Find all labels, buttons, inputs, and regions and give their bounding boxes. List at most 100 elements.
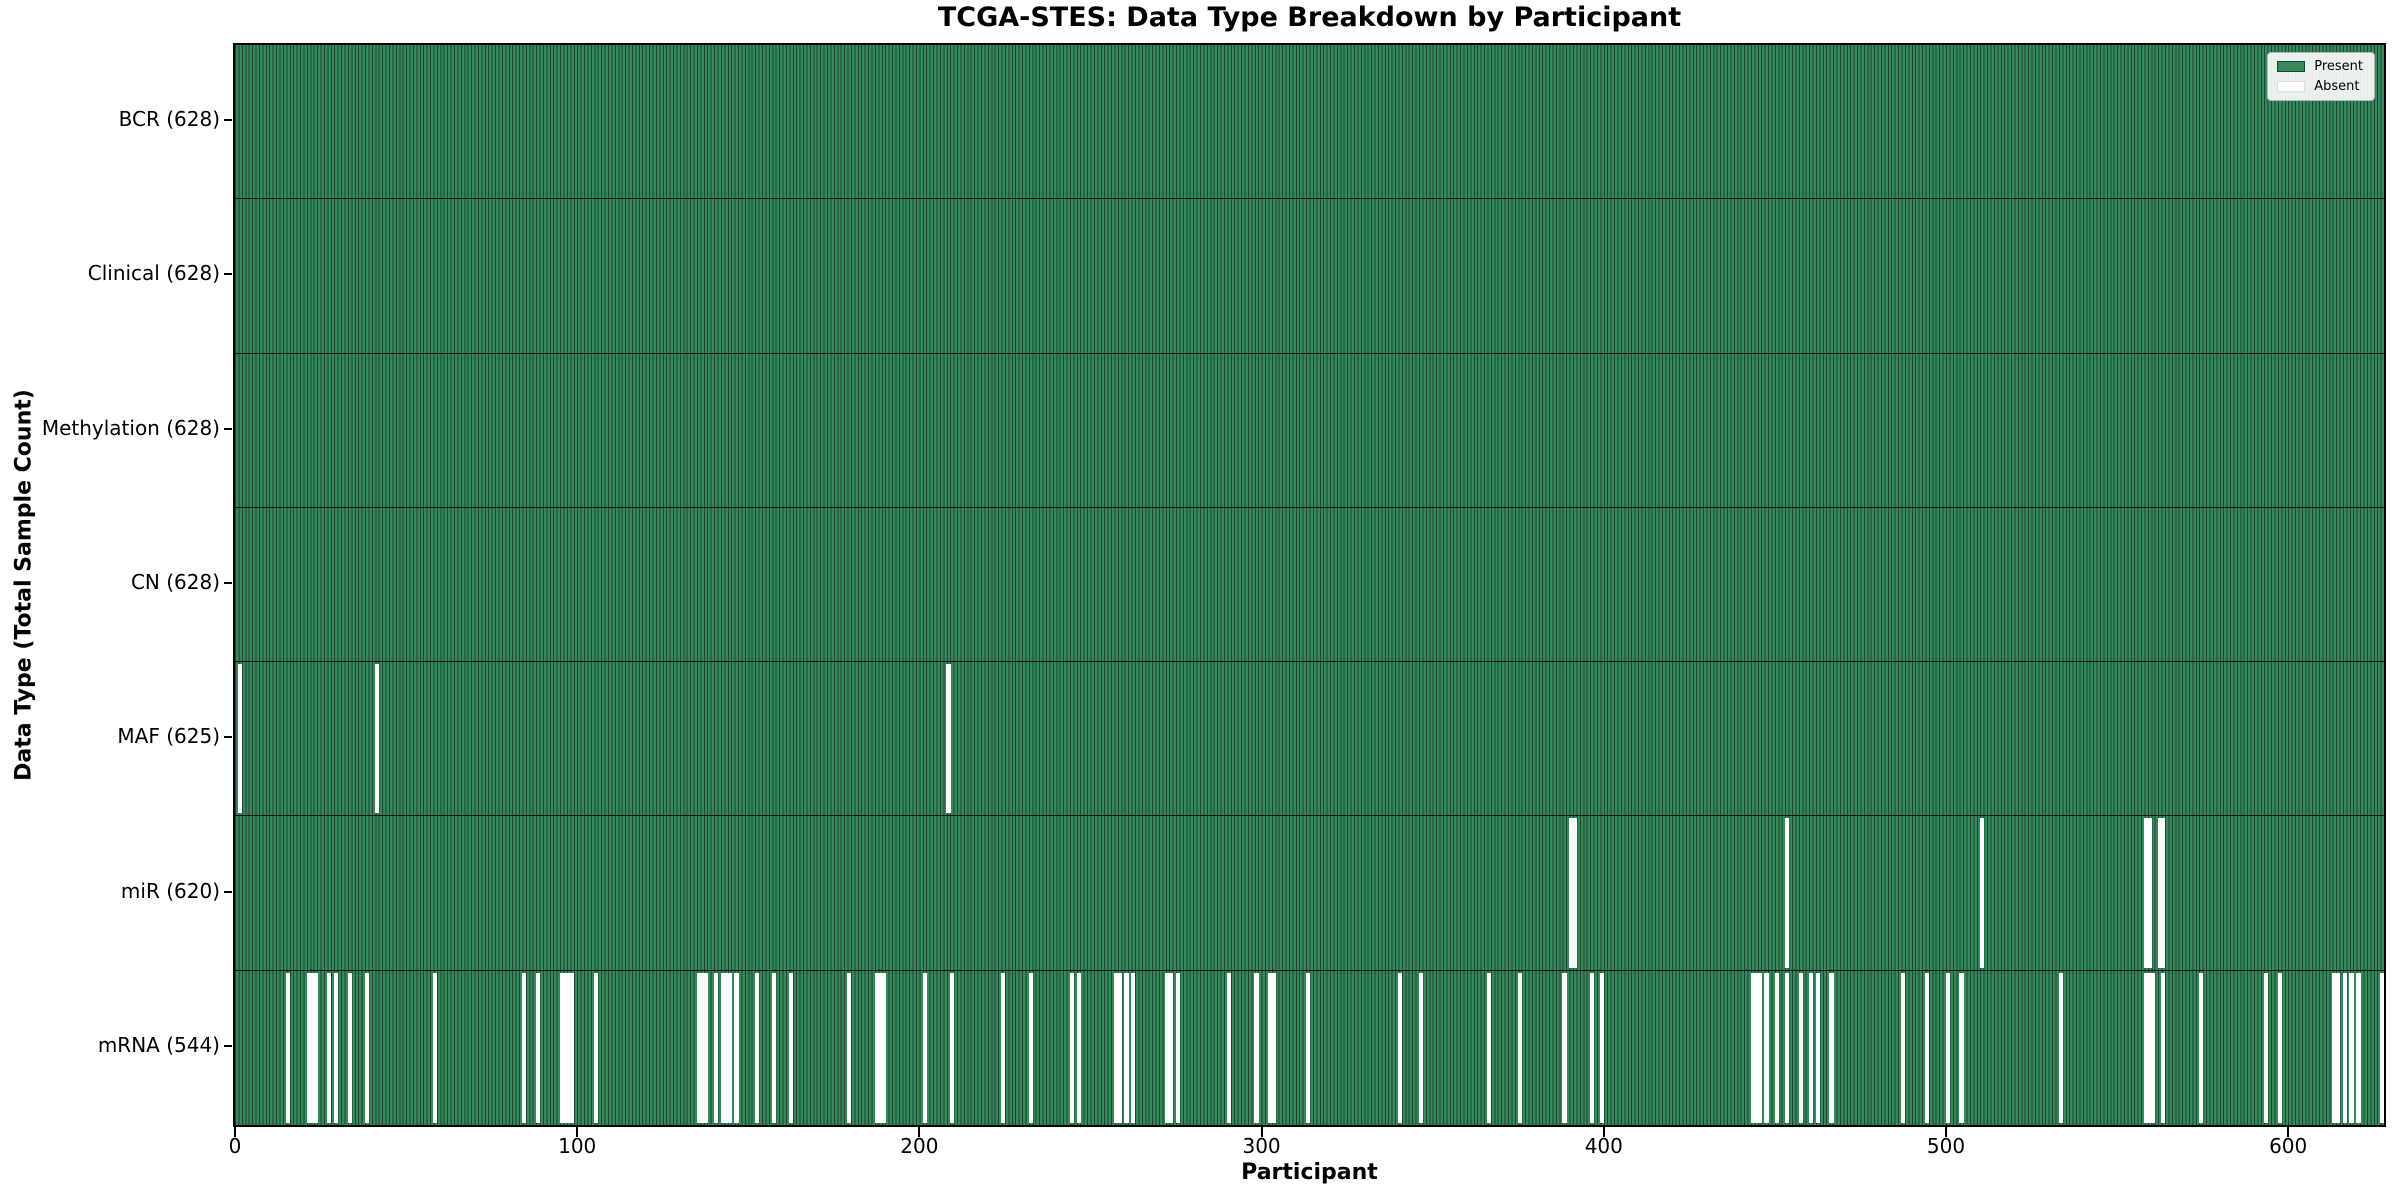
absent-gap — [1774, 972, 1779, 1123]
y-tick-mark — [224, 890, 232, 893]
absent-gap — [2144, 972, 2149, 1123]
row-mrna — [235, 970, 2385, 1125]
plot-area: Present Absent — [233, 43, 2386, 1127]
row-cn — [235, 507, 2384, 663]
absent-gap — [1945, 972, 1950, 1123]
absent-gap — [1517, 972, 1523, 1123]
absent-gap — [1305, 972, 1310, 1123]
legend-item-present: Present — [2277, 60, 2363, 73]
absent-gap — [1028, 972, 1033, 1123]
absent-gap — [570, 972, 575, 1123]
x-tick-label: 0 — [228, 1134, 242, 1158]
absent-gap — [1750, 972, 1755, 1123]
absent-gap — [375, 664, 380, 814]
x-axis-label: Participant — [1241, 1160, 1378, 1185]
absent-gap — [703, 972, 708, 1123]
y-tick-label: miR (620) — [120, 878, 220, 903]
x-tick-mark — [1260, 1127, 1263, 1137]
x-tick-mark — [2287, 1127, 2290, 1137]
row-mir — [235, 816, 2384, 971]
heatmap-rows — [235, 45, 2385, 1125]
absent-gap — [1487, 972, 1492, 1123]
absent-gap — [2356, 972, 2361, 1123]
absent-gap — [734, 972, 739, 1123]
absent-gap — [1569, 818, 1574, 968]
y-tick-label: BCR (628) — [118, 107, 220, 132]
legend-present-label: Present — [2314, 59, 2363, 74]
absent-gap — [1562, 972, 1567, 1123]
legend-absent-swatch — [2277, 81, 2306, 92]
absent-gap — [1168, 972, 1174, 1123]
absent-gap — [2335, 972, 2340, 1123]
legend-absent-label: Absent — [2314, 79, 2360, 94]
absent-gap — [1764, 972, 1769, 1123]
absent-gap — [1124, 972, 1129, 1123]
absent-gap — [563, 972, 568, 1123]
legend-present-swatch — [2277, 61, 2306, 72]
absent-gap — [847, 972, 852, 1123]
absent-gap — [1757, 972, 1762, 1123]
absent-gap — [2147, 818, 2152, 968]
absent-gap — [1829, 972, 1834, 1123]
absent-gap — [309, 972, 315, 1123]
row-maf — [235, 662, 2384, 817]
absent-gap — [2263, 972, 2269, 1123]
absent-gap — [1165, 972, 1170, 1123]
y-tick-label: mRNA (544) — [97, 1032, 220, 1057]
y-tick-mark — [224, 119, 232, 122]
absent-gap — [2349, 972, 2354, 1123]
absent-gap — [700, 972, 705, 1123]
absent-gap — [1815, 972, 1820, 1123]
absent-gap — [1798, 972, 1803, 1123]
absent-gap — [1069, 972, 1074, 1123]
absent-gap — [333, 972, 339, 1123]
absent-gap — [881, 972, 886, 1123]
absent-gap — [1418, 972, 1423, 1123]
absent-gap — [1959, 972, 1964, 1123]
absent-gap — [1808, 972, 1814, 1123]
y-tick-mark — [224, 1044, 232, 1047]
absent-gap — [1001, 972, 1006, 1123]
absent-gap — [594, 972, 599, 1123]
absent-gap — [2058, 972, 2063, 1123]
x-tick-mark — [918, 1127, 921, 1137]
absent-gap — [1600, 972, 1605, 1123]
absent-gap — [2332, 972, 2337, 1123]
x-tick-label: 500 — [1926, 1134, 1966, 1158]
absent-gap — [696, 972, 701, 1123]
y-tick-label: Methylation (628) — [41, 415, 220, 440]
absent-gap — [1398, 972, 1403, 1123]
absent-gap — [713, 972, 718, 1123]
y-tick-mark — [224, 273, 232, 276]
absent-gap — [949, 972, 955, 1123]
absent-gap — [727, 972, 732, 1123]
chart-title: TCGA-STES: Data Type Breakdown by Partic… — [937, 2, 1682, 33]
x-tick-mark — [1944, 1127, 1947, 1137]
x-tick-label: 400 — [1584, 1134, 1623, 1158]
absent-gap — [1271, 972, 1276, 1123]
absent-gap — [754, 972, 760, 1123]
absent-gap — [2161, 972, 2166, 1123]
absent-gap — [724, 972, 729, 1123]
absent-gap — [1076, 972, 1081, 1123]
absent-gap — [1572, 818, 1577, 968]
absent-gap — [878, 972, 883, 1123]
absent-gap — [1901, 972, 1906, 1123]
y-tick-label: CN (628) — [130, 570, 220, 594]
absent-gap — [1117, 972, 1122, 1123]
absent-gap — [1784, 972, 1790, 1123]
absent-gap — [922, 972, 927, 1123]
y-tick-mark — [224, 427, 232, 430]
absent-gap — [720, 972, 725, 1123]
absent-gap — [1131, 972, 1136, 1123]
absent-gap — [1268, 972, 1273, 1123]
absent-gap — [1589, 972, 1595, 1123]
row-bcr — [235, 45, 2384, 200]
absent-gap — [2198, 972, 2204, 1123]
absent-gap — [1754, 972, 1759, 1123]
absent-gap — [789, 972, 794, 1123]
absent-gap — [1254, 972, 1259, 1123]
absent-gap — [535, 972, 541, 1123]
x-tick-label: 600 — [2269, 1134, 2308, 1158]
